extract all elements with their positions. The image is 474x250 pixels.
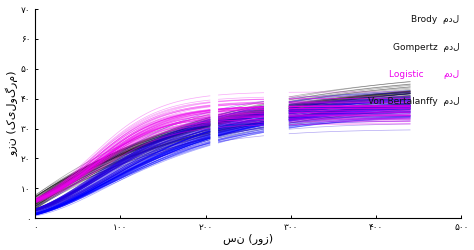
Text: Brody  مدل: Brody مدل: [411, 15, 459, 24]
Text: Logistic: Logistic: [389, 70, 429, 79]
Text: مدل: مدل: [443, 70, 459, 79]
Y-axis label: وزن (کیلوگرم): وزن (کیلوگرم): [6, 71, 18, 156]
X-axis label: سن (روز): سن (روز): [223, 234, 273, 244]
Text: Gompertz  مدل: Gompertz مدل: [392, 42, 459, 51]
Text: Von Bertalanffy  مدل: Von Bertalanffy مدل: [367, 97, 459, 106]
